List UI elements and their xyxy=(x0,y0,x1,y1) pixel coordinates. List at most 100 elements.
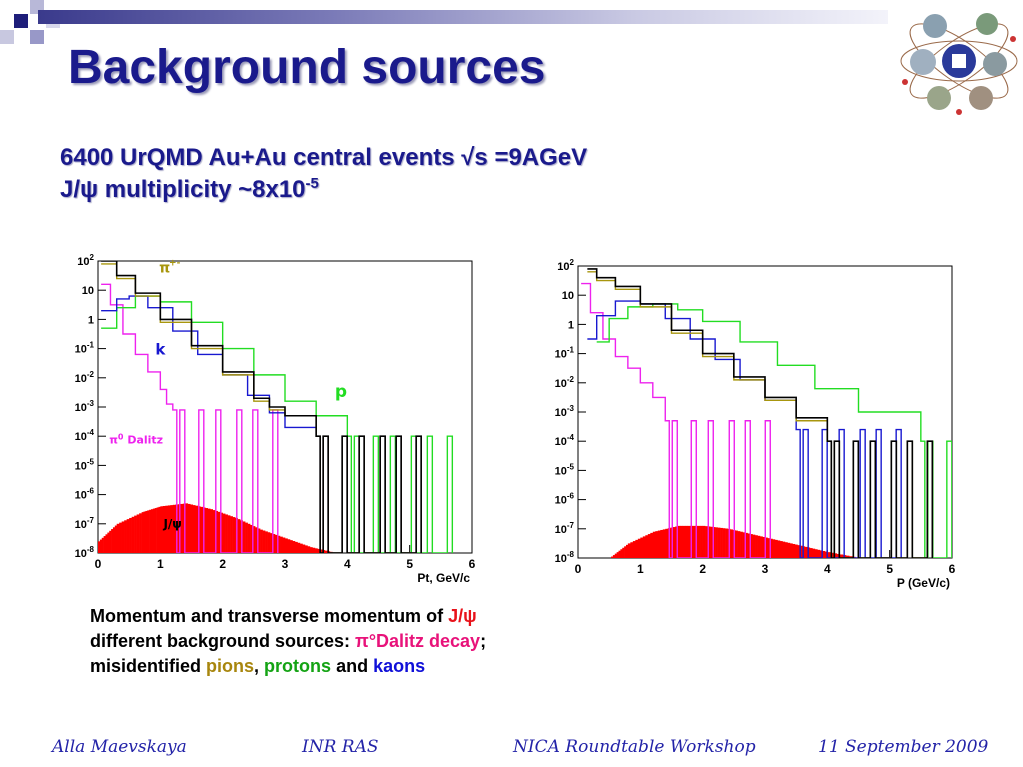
jpsi-bin xyxy=(657,530,661,558)
x-tick-label: 1 xyxy=(637,562,644,576)
pion-curve xyxy=(101,263,422,553)
footer-date: 11 September 2009 xyxy=(818,737,989,757)
jpsi-bin xyxy=(833,553,837,558)
x-tick-label: 5 xyxy=(886,562,893,576)
jpsi-bin xyxy=(692,525,696,558)
jpsi-bin xyxy=(270,533,273,553)
jpsi-bin xyxy=(289,540,293,553)
jpsi-bin xyxy=(769,538,773,558)
jpsi-bin xyxy=(612,555,616,558)
caption-comma: , xyxy=(254,656,260,676)
jpsi-bin xyxy=(700,525,703,558)
dalitz-label: π0 Dalitz xyxy=(109,433,163,447)
jpsi-bin xyxy=(757,535,761,558)
jpsi-bin xyxy=(317,548,321,553)
jpsi-bin xyxy=(158,506,161,553)
jpsi-bin xyxy=(282,537,286,553)
jpsi-bin xyxy=(725,528,728,558)
jpsi-bin xyxy=(836,553,841,558)
jpsi-bin xyxy=(804,546,808,558)
jpsi-bin xyxy=(172,504,176,553)
jpsi-bin xyxy=(131,516,135,553)
jpsi-bin xyxy=(319,549,323,553)
jpsi-bin xyxy=(824,551,828,558)
proton-label: p xyxy=(335,382,347,402)
jpsi-bin xyxy=(682,525,686,558)
jpsi-bin xyxy=(817,549,821,558)
jpsi-bin xyxy=(145,510,148,553)
jpsi-bin xyxy=(797,545,801,558)
jpsi-bin xyxy=(789,543,793,558)
x-tick-label: 6 xyxy=(949,562,956,576)
jpsi-bin xyxy=(294,541,298,553)
y-tick-label: 10-6 xyxy=(555,492,575,507)
jpsi-bin xyxy=(735,530,738,558)
jpsi-bin xyxy=(722,528,726,558)
y-tick-label: 10-4 xyxy=(555,433,575,448)
jpsi-bin xyxy=(745,532,748,558)
jpsi-bin xyxy=(149,509,152,553)
y-tick-label: 10-7 xyxy=(555,521,575,536)
x-tick-label: 4 xyxy=(344,557,351,571)
jpsi-bin xyxy=(167,505,171,553)
jpsi-bin xyxy=(760,536,763,558)
jpsi-bin xyxy=(672,527,676,558)
x-axis-label: Pt, GeV/c xyxy=(417,571,470,585)
y-tick-label: 10-6 xyxy=(75,487,95,502)
y-tick-label: 10-8 xyxy=(555,550,575,565)
jpsi-bin xyxy=(750,534,753,558)
jpsi-bin xyxy=(252,526,256,553)
jpsi-bin xyxy=(616,552,619,558)
caption-and: and xyxy=(336,656,369,676)
jpsi-bin xyxy=(297,542,301,553)
jpsi-bin xyxy=(129,517,132,553)
x-tick-label: 4 xyxy=(824,562,831,576)
jpsi-bin xyxy=(642,536,646,558)
p-histogram: 102 10 1 10-1 10-2 10-3 10-4 10-5 10-6 10-7 10-8 0 1… xyxy=(540,258,960,593)
jpsi-bin xyxy=(717,527,721,558)
jpsi-bin xyxy=(680,525,684,558)
kaon-curve xyxy=(587,300,902,558)
jpsi-bin xyxy=(794,544,798,558)
jpsi-bin xyxy=(687,525,691,558)
jpsi-bin xyxy=(121,521,125,553)
jpsi-bin xyxy=(755,535,758,558)
jpsi-bin xyxy=(98,541,101,553)
jpsi-bin xyxy=(697,525,701,558)
jpsi-bin xyxy=(260,529,263,553)
jpsi-bin xyxy=(640,537,644,558)
jpsi-bin xyxy=(285,538,288,553)
jpsi-bin xyxy=(307,546,311,553)
jpsi-bin xyxy=(846,555,850,558)
jpsi-bin xyxy=(280,536,283,553)
jpsi-bin xyxy=(114,525,117,553)
jpsi-bin xyxy=(782,541,786,558)
jpsi-bin xyxy=(772,539,776,558)
jpsi-bin xyxy=(809,548,813,558)
jpsi-bin xyxy=(215,510,218,553)
jpsi-bin xyxy=(677,525,681,558)
jpsi-bin xyxy=(637,538,641,558)
jpsi-bin xyxy=(220,512,223,553)
jpsi-bin xyxy=(101,537,104,553)
jpsi-bin xyxy=(195,505,199,553)
jpsi-bin xyxy=(752,534,756,558)
jpsi-bin xyxy=(784,542,788,558)
jpsi-bin xyxy=(250,524,253,553)
y-tick-label: 10-4 xyxy=(75,428,95,443)
jpsi-bin xyxy=(134,515,137,553)
jpsi-bin xyxy=(707,526,711,558)
y-tick-label: 10-3 xyxy=(555,404,575,419)
x-tick-label: 5 xyxy=(406,557,413,571)
dalitz-curve xyxy=(101,283,279,553)
x-axis-label: P (GeV/c) xyxy=(897,576,950,590)
jpsi-bin xyxy=(645,535,649,558)
x-tick-label: 0 xyxy=(95,557,102,571)
jpsi-bin xyxy=(304,545,308,553)
y-tick-label: 10-1 xyxy=(75,341,95,356)
x-tick-label: 2 xyxy=(219,557,226,571)
x-tick-label: 2 xyxy=(699,562,706,576)
subtitle-line-1: 6400 UrQMD Au+Au central events √s =9AGe… xyxy=(60,144,588,171)
jpsi-bin xyxy=(705,526,708,558)
jpsi-bin xyxy=(715,527,718,558)
